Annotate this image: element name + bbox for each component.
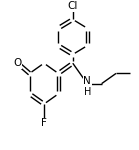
Text: H: H [84, 87, 91, 97]
Text: F: F [41, 118, 47, 128]
Text: O: O [14, 58, 22, 68]
Text: Cl: Cl [68, 1, 78, 11]
Text: N: N [83, 76, 91, 86]
